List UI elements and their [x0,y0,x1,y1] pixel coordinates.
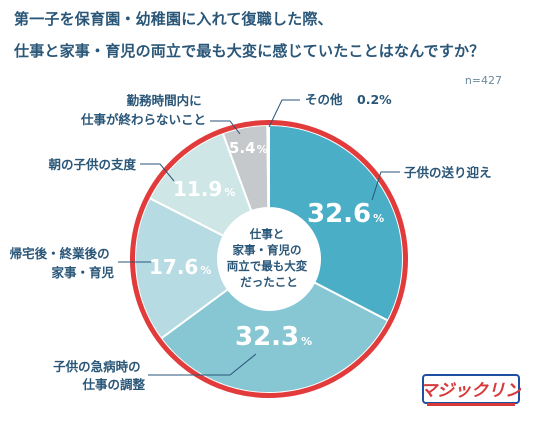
value-sougei: 32.6% [307,199,384,229]
pie-slice-1 [159,257,390,394]
label-sougei: 子供の送り迎え [404,165,492,180]
leader-sonota [268,99,300,128]
brand-wordmark: マジックリン [421,381,521,401]
label-kitaku: 帰宅後・終業後の 家事・育児 [10,246,115,280]
leader-asa [140,163,175,182]
value-asa: 11.9% [173,177,235,201]
value-kyubyo: 32.3% [235,322,312,352]
value-sonota: 0.2% [357,92,392,107]
label-asa: 朝の子供の支度 [48,157,136,172]
label-kinmu: 勤務時間内に 仕事が終わらないこと [80,93,206,127]
magiclean-logo: マジックリン [421,374,521,406]
value-kinmu: 5.4% [229,139,268,157]
label-kyubyo: 子供の急病時の 仕事の調整 [53,359,145,392]
center-label: 仕事と 家事・育児の 両立で最も大変 だったこと [227,227,312,289]
leader-kyubyo [148,353,257,376]
sample-size: n=427 [464,74,502,87]
leader-kinmu [210,120,241,135]
pie-slice-2 [134,196,271,340]
label-sonota: その他 [305,92,343,107]
value-kitaku: 17.6% [149,255,211,279]
pie-outer-ring [130,120,408,398]
chart-title-line-1: 第一子を保育園・幼稚園に入れて復職した際、 [14,10,333,28]
leader-sougei [371,171,400,201]
center-circle [217,207,321,311]
chart-title-line-2: 仕事と家事・育児の両立で最も大変に感じていたことはなんですか？ [14,42,485,60]
